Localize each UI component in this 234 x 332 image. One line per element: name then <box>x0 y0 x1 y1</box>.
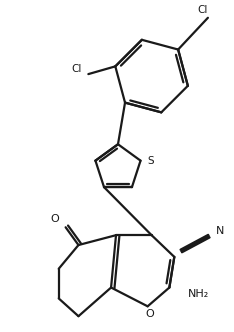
Text: Cl: Cl <box>71 64 82 74</box>
Text: N: N <box>216 226 224 236</box>
Text: O: O <box>145 309 154 319</box>
Text: NH₂: NH₂ <box>188 290 209 299</box>
Text: S: S <box>147 156 154 166</box>
Text: Cl: Cl <box>198 5 208 15</box>
Text: O: O <box>50 214 59 224</box>
